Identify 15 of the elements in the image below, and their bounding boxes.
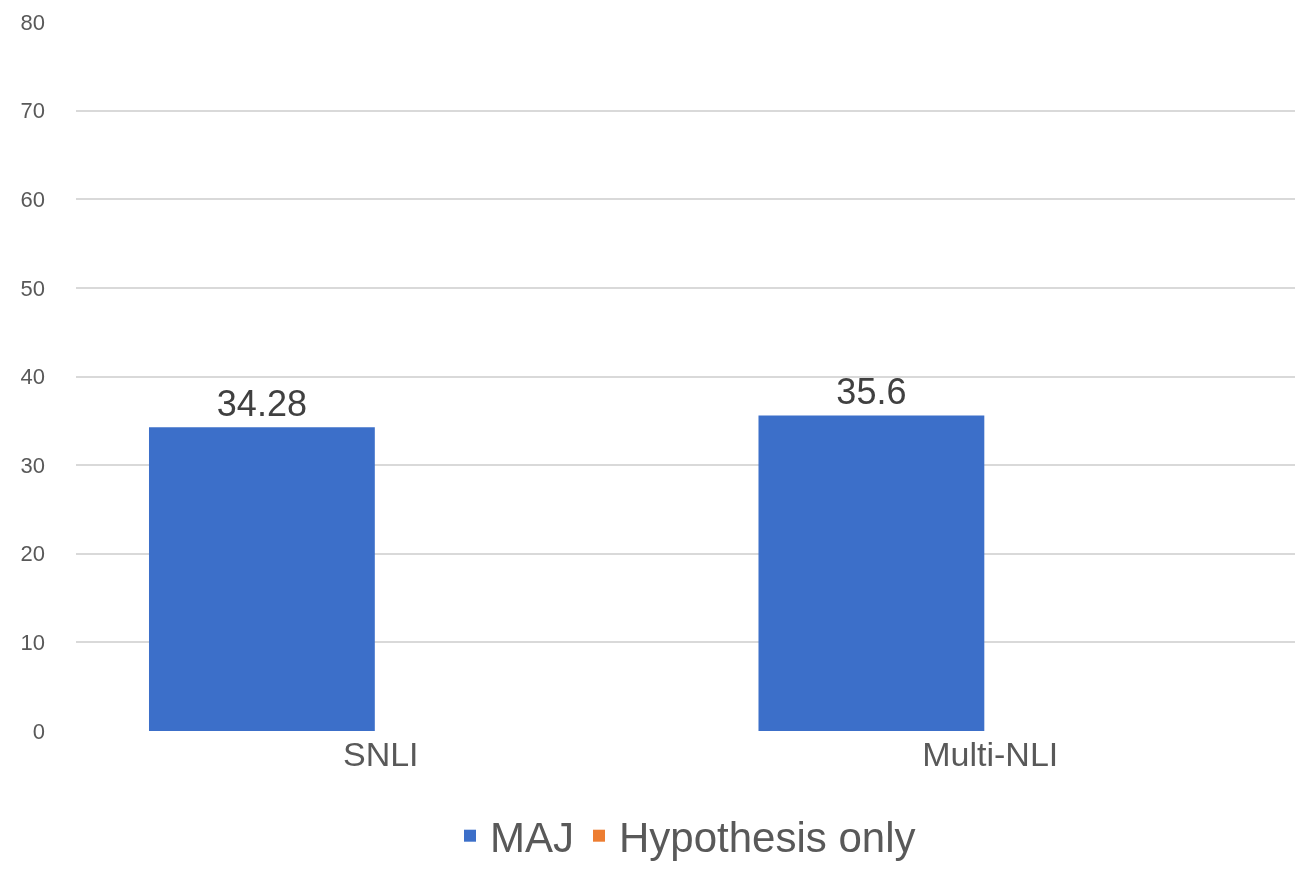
legend-label: Hypothesis only [619,814,916,862]
data-label: 35.6 [836,371,907,413]
y-tick-label: 30 [20,452,45,478]
y-tick-label: 20 [20,541,45,567]
y-tick-label: 40 [20,364,45,390]
x-tick-label: Multi-NLI [922,735,1059,773]
y-tick-label: 0 [32,718,45,744]
y-tick-label: 50 [20,275,45,301]
x-tick-label: SNLI [342,735,419,773]
y-tick-label: 80 [20,9,45,35]
data-label: 34.28 [216,383,307,425]
y-tick-label: 60 [20,186,45,212]
y-tick-label: 10 [20,630,45,656]
legend-label: MAJ [490,814,574,862]
y-tick-label: 70 [20,98,45,124]
